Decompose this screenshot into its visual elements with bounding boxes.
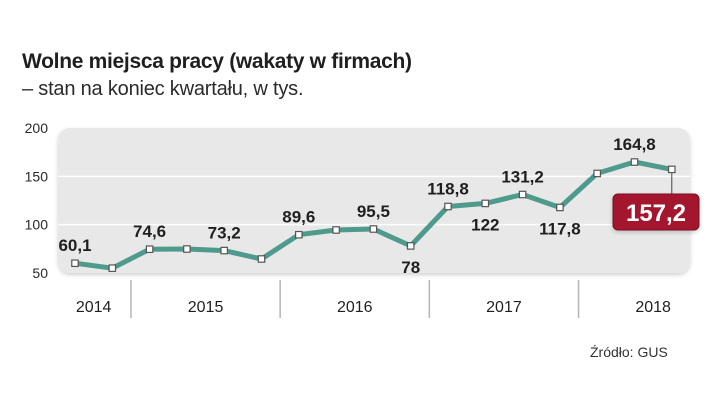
data-label: 164,8 bbox=[613, 135, 656, 154]
data-point bbox=[667, 165, 676, 174]
data-point bbox=[145, 245, 154, 254]
chart-title: Wolne miejsca pracy (wakaty w firmach) bbox=[22, 50, 412, 73]
gridlines bbox=[58, 175, 690, 226]
data-point bbox=[593, 169, 602, 178]
y-tick-label: 200 bbox=[25, 120, 49, 136]
y-tick-label: 150 bbox=[25, 168, 49, 184]
x-tick-label: 2014 bbox=[76, 299, 112, 316]
data-point bbox=[481, 199, 490, 208]
data-point bbox=[518, 190, 527, 199]
data-label: 122 bbox=[471, 215, 499, 234]
year-separators bbox=[130, 280, 580, 318]
highlight-callout: 157,2 bbox=[612, 173, 700, 231]
data-point bbox=[332, 226, 340, 234]
data-label: 117,8 bbox=[539, 219, 581, 238]
x-tick-label: 2017 bbox=[486, 299, 522, 316]
data-point bbox=[406, 242, 415, 250]
data-point bbox=[71, 259, 79, 268]
plot-background bbox=[58, 128, 690, 273]
data-point bbox=[556, 203, 564, 212]
x-tick-label: 2015 bbox=[188, 299, 224, 316]
data-point bbox=[257, 255, 266, 263]
y-tick-label: 100 bbox=[25, 217, 49, 233]
data-point bbox=[444, 202, 452, 211]
y-tick-label: 50 bbox=[32, 265, 48, 281]
x-tick-label: 2018 bbox=[635, 299, 671, 316]
data-label: 74,6 bbox=[133, 222, 166, 241]
data-label: 89,6 bbox=[282, 208, 315, 227]
x-tick-label: 2016 bbox=[337, 299, 373, 316]
data-label: 118,8 bbox=[427, 179, 469, 198]
data-label: 95,5 bbox=[357, 202, 390, 221]
x-axis-ticks: 2014 2015 2016 2017 2018 bbox=[76, 299, 671, 316]
data-label: 73,2 bbox=[208, 224, 241, 243]
source-note: Źródło: GUS bbox=[590, 344, 668, 360]
data-markers bbox=[71, 158, 676, 272]
data-point bbox=[108, 264, 117, 272]
highlight-value: 157,2 bbox=[626, 200, 686, 227]
data-label: 60,1 bbox=[58, 236, 91, 255]
data-label: 78 bbox=[401, 258, 420, 277]
data-point bbox=[183, 245, 191, 253]
data-label: 131,2 bbox=[501, 168, 544, 187]
chart-subtitle: – stan na koniec kwartału, w tys. bbox=[22, 78, 304, 100]
highlight-box bbox=[612, 193, 700, 231]
data-point bbox=[630, 158, 639, 166]
y-axis-ticks: 200 150 100 50 bbox=[25, 120, 49, 281]
data-point bbox=[295, 230, 303, 239]
data-point bbox=[220, 246, 229, 255]
data-point bbox=[369, 225, 378, 233]
